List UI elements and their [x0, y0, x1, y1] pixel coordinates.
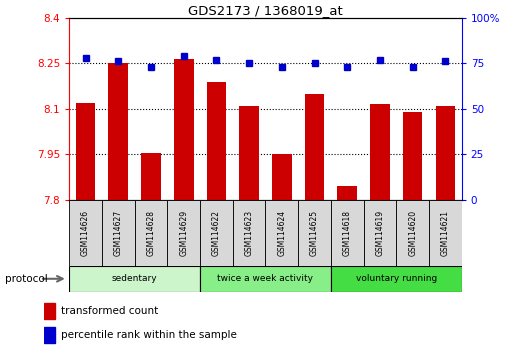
Text: twice a week activity: twice a week activity — [218, 274, 313, 283]
Bar — [76, 103, 95, 200]
Text: GSM114627: GSM114627 — [114, 210, 123, 256]
Bar — [102, 200, 134, 266]
Bar — [109, 63, 128, 200]
Text: GSM114619: GSM114619 — [376, 210, 384, 256]
Bar — [338, 186, 357, 200]
Bar — [298, 200, 331, 266]
Bar — [69, 266, 200, 292]
Bar — [436, 106, 455, 200]
Bar — [239, 106, 259, 200]
Bar — [167, 200, 200, 266]
Bar — [331, 200, 364, 266]
Bar — [233, 200, 266, 266]
Text: GSM114623: GSM114623 — [245, 210, 253, 256]
Text: percentile rank within the sample: percentile rank within the sample — [61, 330, 237, 339]
Text: GSM114625: GSM114625 — [310, 210, 319, 256]
Text: transformed count: transformed count — [61, 306, 159, 316]
Text: GSM114621: GSM114621 — [441, 210, 450, 256]
Text: voluntary running: voluntary running — [356, 274, 437, 283]
Text: GSM114620: GSM114620 — [408, 210, 417, 256]
Text: sedentary: sedentary — [112, 274, 157, 283]
Title: GDS2173 / 1368019_at: GDS2173 / 1368019_at — [188, 4, 343, 17]
Bar — [370, 104, 390, 200]
Text: GSM114618: GSM114618 — [343, 210, 352, 256]
Bar — [403, 112, 422, 200]
Bar — [207, 81, 226, 200]
Bar — [69, 200, 102, 266]
Bar — [364, 200, 396, 266]
Text: GSM114626: GSM114626 — [81, 210, 90, 256]
Text: GSM114622: GSM114622 — [212, 210, 221, 256]
Bar — [200, 266, 331, 292]
Text: GSM114629: GSM114629 — [179, 210, 188, 256]
Bar — [134, 200, 167, 266]
Text: GSM114624: GSM114624 — [278, 210, 286, 256]
Bar — [200, 200, 233, 266]
Bar — [265, 200, 298, 266]
Bar — [44, 326, 54, 343]
Bar — [305, 94, 324, 200]
Bar — [429, 200, 462, 266]
Text: GSM114628: GSM114628 — [147, 210, 155, 256]
Bar — [396, 200, 429, 266]
Text: protocol: protocol — [5, 274, 48, 284]
Bar — [331, 266, 462, 292]
Bar — [44, 303, 54, 319]
Bar — [141, 153, 161, 200]
Bar — [174, 59, 193, 200]
Bar — [272, 154, 291, 200]
